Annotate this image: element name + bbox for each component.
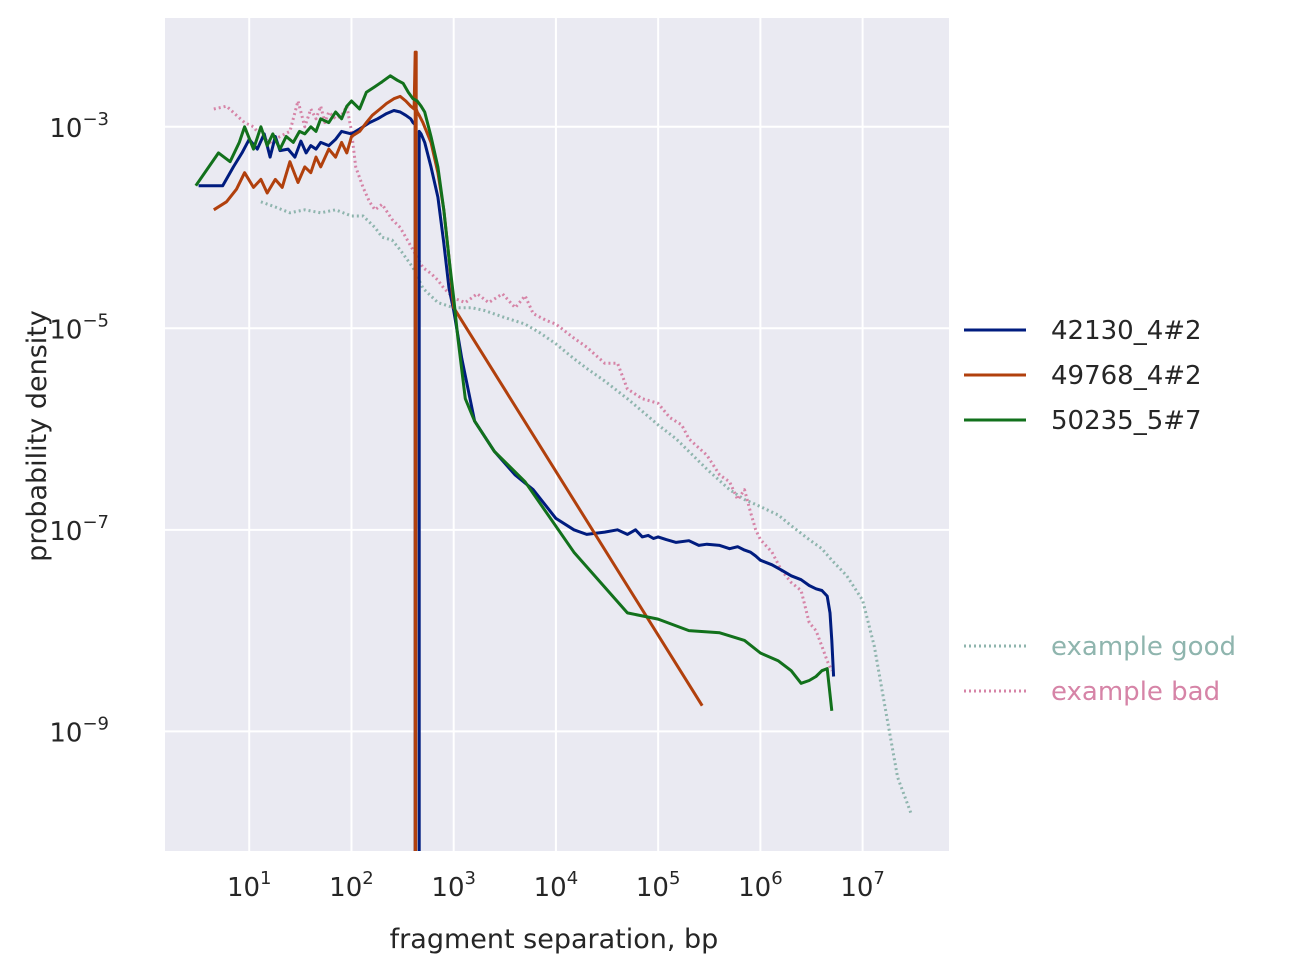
legend-label: 50235_5#7: [1051, 406, 1202, 436]
y-tick-labels: 10−9 10−7 10−5 10−3: [49, 109, 109, 749]
x-tick-label: 106: [738, 868, 783, 903]
x-axis-label: fragment separation, bp: [390, 924, 719, 955]
series-line: [213, 99, 834, 672]
x-tick-label: 102: [329, 868, 374, 903]
y-axis-label: probability density: [22, 310, 53, 562]
y-tick-label: 10−5: [49, 310, 109, 345]
series-line: [213, 50, 704, 851]
grid: [165, 18, 949, 851]
y-tick-label: 10−3: [49, 109, 109, 144]
legend-label: example bad: [1051, 677, 1220, 707]
series-line: [260, 200, 913, 815]
x-tick-label: 103: [431, 868, 476, 903]
legend-label: 49768_4#2: [1051, 361, 1202, 391]
x-tick-labels: 101 102 103 104 105 106 107: [227, 868, 885, 903]
y-tick-label: 10−7: [49, 512, 109, 547]
x-tick-label: 107: [840, 868, 885, 903]
series-lines: [194, 50, 913, 851]
x-tick-label: 101: [227, 868, 272, 903]
x-tick-label: 105: [636, 868, 681, 903]
series-line: [198, 109, 836, 851]
y-tick-label: 10−9: [49, 713, 109, 748]
legend-label: 42130_4#2: [1051, 316, 1202, 346]
x-tick-label: 104: [534, 868, 579, 903]
legend-label: example good: [1051, 632, 1236, 662]
series-line: [194, 74, 834, 711]
